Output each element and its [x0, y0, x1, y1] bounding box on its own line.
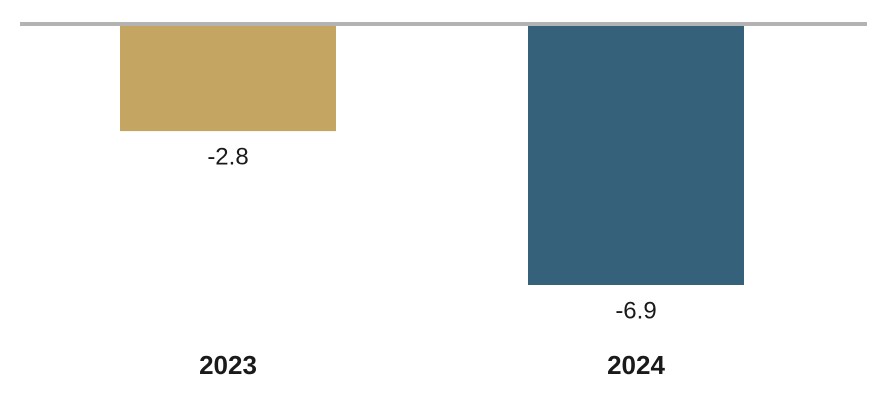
value-label: -2.8 [207, 143, 248, 170]
value-label: -6.9 [615, 297, 656, 324]
bar [120, 26, 336, 132]
x-tick-label: 2024 [607, 350, 665, 380]
bar [528, 26, 744, 285]
x-tick-label: 2023 [199, 350, 257, 380]
